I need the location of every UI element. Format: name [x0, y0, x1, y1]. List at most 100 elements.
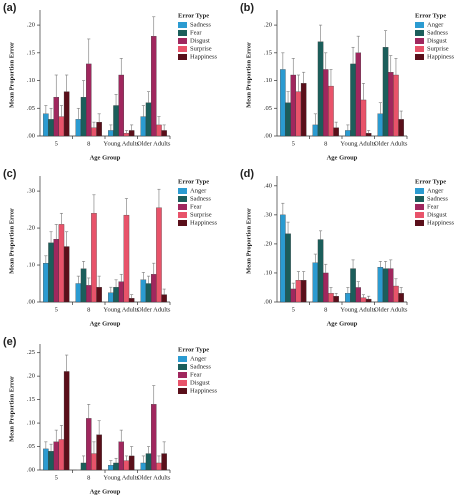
bar	[295, 280, 302, 303]
bar	[48, 242, 54, 303]
legend-label: Surprise	[190, 45, 212, 52]
bar	[128, 298, 135, 303]
bar	[328, 85, 334, 137]
error-bar	[59, 425, 64, 440]
bar	[398, 119, 404, 137]
error-bar	[130, 446, 134, 456]
error-bar	[361, 294, 366, 298]
error-bar	[76, 275, 80, 284]
error-bar	[351, 259, 355, 269]
y-tick-label: .30	[264, 211, 272, 218]
error-bar	[97, 113, 101, 123]
legend-label: Happiness	[427, 53, 455, 60]
bar	[140, 462, 147, 471]
error-bar	[334, 292, 338, 297]
y-tick-label: .05	[27, 443, 35, 450]
y-tick-label: .00	[27, 132, 35, 139]
error-bar	[54, 74, 58, 98]
bar	[145, 283, 152, 303]
x-tick-label: Older Adults	[374, 140, 408, 147]
bar	[285, 233, 291, 303]
legend-swatch	[415, 196, 424, 202]
bar	[387, 72, 394, 137]
error-bar	[146, 275, 151, 284]
bar	[322, 69, 329, 137]
error-bar	[296, 271, 301, 281]
bar	[156, 207, 162, 303]
x-axis-title: Age Group	[90, 488, 121, 495]
legend-swatch	[415, 188, 424, 194]
error-bar	[119, 58, 123, 75]
bar	[63, 91, 70, 137]
bar	[355, 287, 361, 303]
bar	[96, 121, 102, 137]
error-bar	[44, 255, 48, 264]
error-bar	[152, 262, 156, 275]
error-bar	[378, 261, 382, 268]
y-tick-label: .20	[264, 240, 272, 247]
legend-swatch	[178, 372, 187, 378]
error-bar	[356, 281, 360, 288]
error-bar	[383, 30, 388, 48]
bar	[150, 404, 157, 471]
error-bar	[87, 38, 91, 64]
legend-swatch	[415, 212, 424, 218]
error-bar	[399, 110, 403, 120]
error-bar	[361, 83, 366, 100]
x-tick-label: 5	[292, 306, 295, 313]
bar	[295, 91, 302, 137]
y-tick-label: .20	[264, 22, 272, 29]
bar	[58, 224, 65, 303]
error-bar	[119, 273, 123, 282]
bar	[80, 462, 87, 471]
bar	[393, 285, 399, 303]
bar	[118, 74, 125, 137]
legend-swatch	[178, 38, 187, 44]
error-bar	[367, 130, 371, 134]
bar	[312, 124, 319, 137]
legend-swatch	[178, 364, 187, 370]
bar	[48, 451, 54, 471]
bar	[58, 116, 65, 137]
bar	[80, 268, 87, 303]
error-bar	[49, 107, 53, 120]
y-axis-title: Mean Proportion Error	[245, 208, 252, 274]
bar	[328, 293, 334, 303]
legend-title: Error Type	[178, 346, 209, 353]
error-bar	[109, 124, 113, 131]
error-bar	[291, 58, 295, 75]
error-bar	[119, 429, 123, 442]
bar	[290, 74, 296, 137]
bar	[75, 283, 82, 303]
legend-title: Error Type	[178, 178, 209, 185]
x-tick-label: 5	[55, 140, 58, 147]
error-bar	[394, 278, 398, 287]
y-tick-label: .10	[264, 269, 272, 276]
error-bar	[65, 74, 69, 92]
bar	[382, 47, 389, 137]
legend-label: Sadness	[190, 21, 211, 28]
x-tick-label: Older Adults	[137, 474, 171, 481]
bar	[280, 214, 286, 303]
error-bar	[97, 420, 101, 435]
y-tick-label: .30	[27, 188, 35, 195]
bar	[53, 97, 60, 137]
error-bar	[324, 263, 328, 273]
x-axis-title: Age Group	[327, 154, 358, 161]
y-tick-label: .00	[27, 466, 35, 473]
error-bar	[389, 259, 393, 269]
error-bar	[81, 455, 86, 463]
error-bar	[324, 52, 328, 70]
y-tick-label: .15	[27, 396, 35, 403]
error-bar	[109, 286, 113, 293]
bar	[75, 119, 82, 137]
error-bar	[54, 224, 58, 240]
error-bar	[286, 91, 290, 103]
legend-swatch	[415, 22, 424, 28]
legend-swatch	[178, 196, 187, 202]
bar	[113, 462, 119, 471]
legend-label: Fear	[190, 203, 202, 210]
legend-label: Anger	[427, 187, 444, 194]
y-tick-label: .10	[27, 262, 35, 269]
